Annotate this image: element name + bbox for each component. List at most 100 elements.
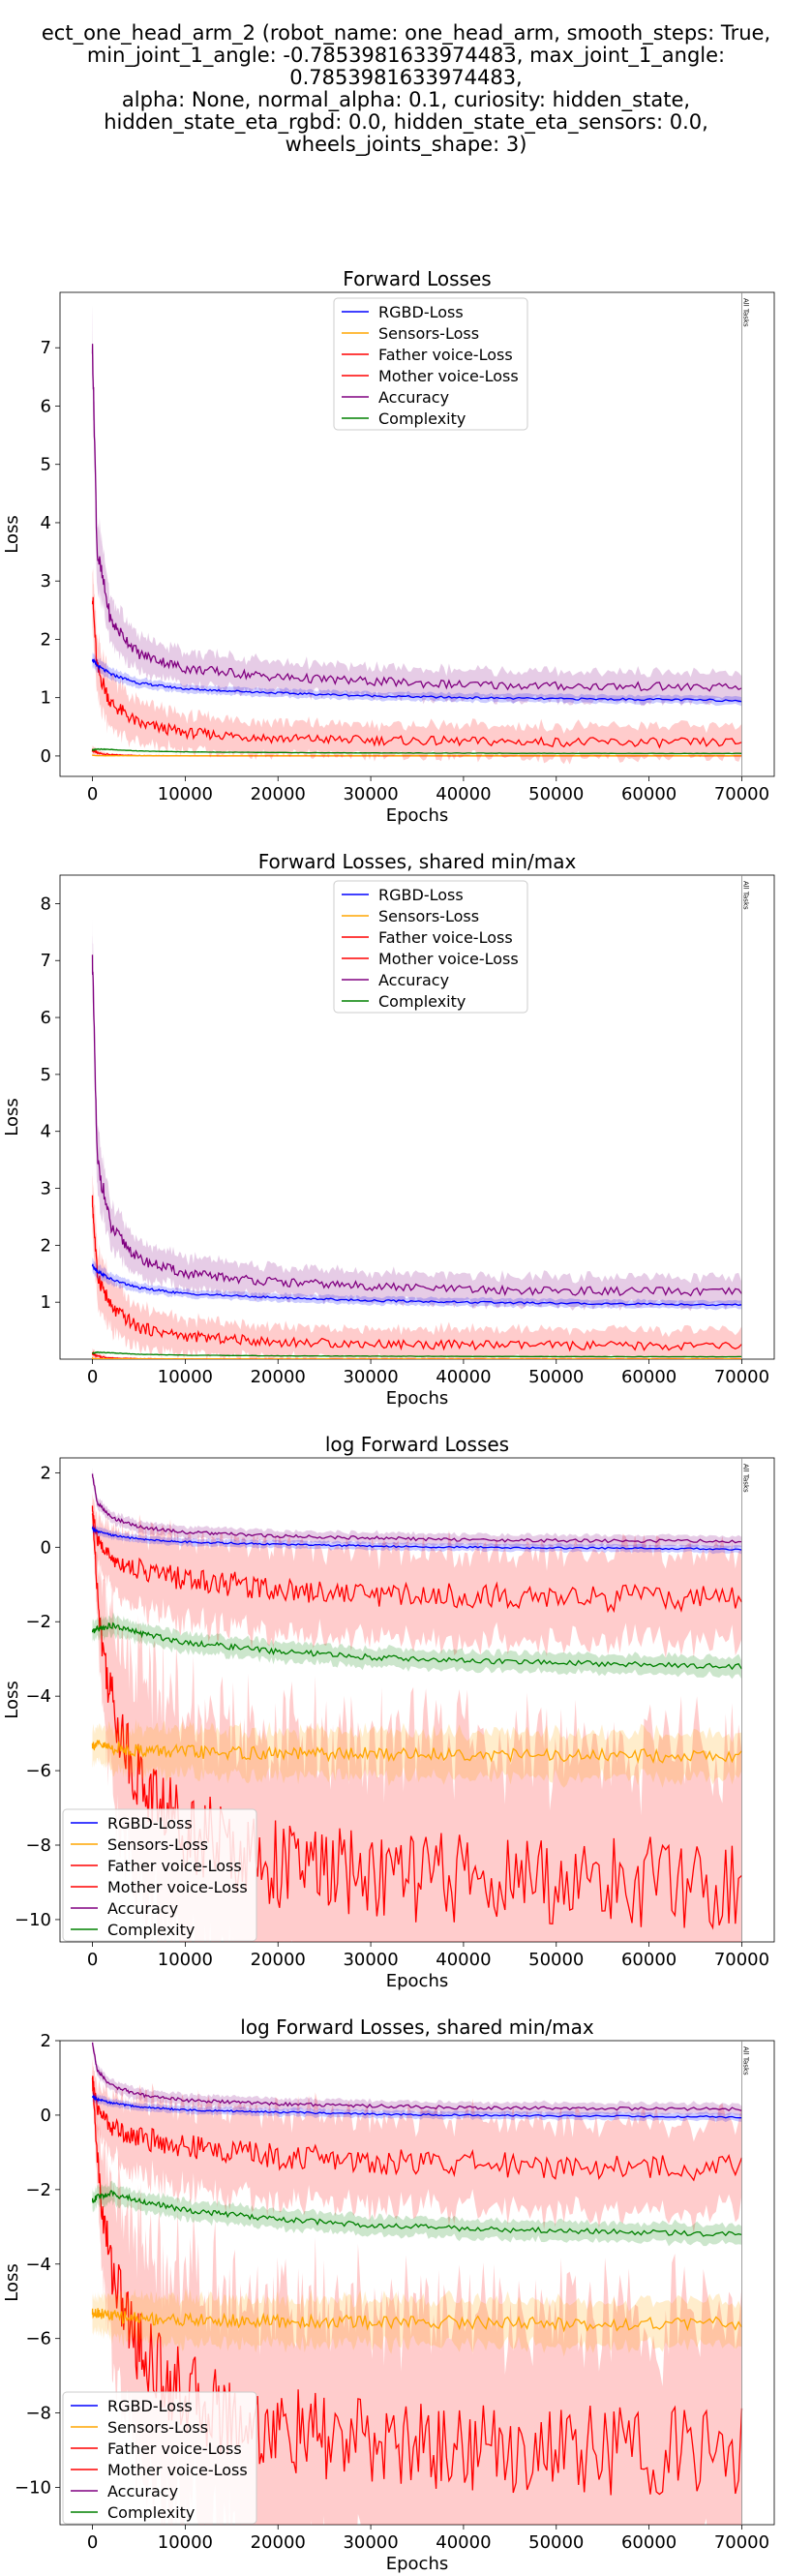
x-tick-label: 0	[87, 1950, 98, 1970]
legend-entry: Mother voice-Loss	[378, 950, 519, 968]
legend-entry: Father voice-Loss	[378, 346, 513, 364]
x-tick-label: 70000	[714, 1367, 769, 1387]
x-axis-label: Epochs	[386, 805, 449, 826]
series-line-mother-voice-loss	[91, 2076, 743, 2182]
legend-entry: Accuracy	[378, 388, 449, 407]
figure-title-line: ect_one_head_arm_2 (robot_name: one_head…	[41, 21, 771, 45]
y-tick-label: −8	[25, 1835, 51, 1856]
y-tick-label: 1	[41, 688, 51, 709]
x-tick-label: 30000	[343, 2532, 398, 2553]
series-line-sensors-loss	[91, 1740, 742, 1765]
legend-entry: Sensors-Loss	[378, 907, 479, 925]
y-axis-label: Loss	[2, 515, 22, 553]
y-axis-label: Loss	[2, 1681, 22, 1718]
series-line-complexity	[91, 747, 742, 755]
series-line-complexity	[92, 1351, 742, 1358]
chart-log-forward-losses: log Forward Losses All Tasks 0 10000 20000 30…	[2, 1433, 775, 1991]
figure-title-line: min_joint_1_angle: -0.7853981633974483, …	[86, 44, 726, 89]
x-tick-label: 60000	[621, 784, 677, 804]
x-axis-label: Epochs	[386, 2554, 449, 2574]
x-tick-label: 0	[87, 784, 98, 804]
y-tick-label: −4	[25, 2255, 51, 2275]
figure-title-line: wheels_joints_shape: 3)	[285, 133, 527, 156]
y-tick-label: −10	[15, 2478, 51, 2499]
legend-entry: Father voice-Loss	[107, 2440, 242, 2458]
x-tick-label: 60000	[621, 2532, 677, 2553]
series-band-mother-voice-loss	[92, 1488, 742, 1659]
y-tick-label: −6	[25, 1761, 51, 1781]
chart-title: log Forward Losses, shared min/max	[240, 2015, 594, 2039]
vline-label: All Tasks	[741, 298, 749, 327]
series-line-accuracy	[91, 344, 742, 692]
x-tick-label: 30000	[343, 784, 398, 804]
legend-entry: Accuracy	[107, 1899, 178, 1918]
series-band-accuracy	[92, 304, 742, 707]
y-tick-label: 5	[41, 455, 51, 475]
y-tick-label: 0	[41, 1537, 51, 1558]
x-tick-label: 50000	[528, 1950, 584, 1970]
series-line-complexity	[91, 2189, 742, 2237]
series-line-sensors-loss	[91, 1356, 742, 1359]
chart-title: log Forward Losses	[325, 1433, 509, 1456]
series-line-sensors-loss	[91, 754, 742, 757]
y-axis-label: Loss	[2, 1098, 22, 1136]
y-tick-label: 0	[41, 2106, 51, 2126]
legend: RGBD-Loss Sensors-Loss Father voice-Loss Mo…	[333, 880, 528, 1014]
series-line-rgbd-loss	[91, 1526, 742, 1551]
x-tick-label: 30000	[343, 1367, 398, 1387]
x-tick-label: 40000	[436, 1950, 491, 1970]
x-tick-label: 0	[87, 1367, 98, 1387]
legend-entry: Mother voice-Loss	[107, 1878, 248, 1896]
chart-log-forward-losses-shared: log Forward Losses, shared min/max All Ta…	[2, 2015, 775, 2574]
legend-entry: Accuracy	[107, 2482, 178, 2500]
x-tick-label: 20000	[251, 784, 306, 804]
x-tick-label: 10000	[158, 1367, 213, 1387]
x-tick-label: 20000	[251, 1950, 306, 1970]
x-tick-label: 40000	[436, 1367, 491, 1387]
vline-label: All Tasks	[741, 881, 749, 910]
legend: RGBD-Loss Sensors-Loss Father voice-Loss Mo…	[62, 1808, 257, 1942]
y-tick-label: −10	[15, 1910, 51, 1930]
series-line-mother-voice-loss	[91, 1195, 742, 1352]
legend-entry: Complexity	[378, 992, 466, 1011]
legend-box	[333, 880, 528, 1014]
series-line-mother-voice-loss	[91, 1505, 743, 1614]
plot-area	[91, 304, 742, 765]
y-tick-label: 3	[41, 571, 51, 591]
series-line-accuracy	[91, 1473, 742, 1544]
y-tick-label: −2	[25, 2180, 51, 2200]
x-tick-label: 0	[87, 2532, 98, 2553]
y-tick-label: 2	[41, 629, 51, 650]
chart-forward-losses-shared: Forward Losses, shared min/max All Tasks 0…	[2, 850, 775, 1409]
plot-frame	[59, 1457, 775, 1943]
legend-entry: RGBD-Loss	[378, 303, 464, 321]
chart-forward-losses: Forward Losses All Tasks 0 10000 20000 30000 4…	[2, 267, 775, 826]
x-tick-label: 20000	[251, 1367, 306, 1387]
x-tick-label: 50000	[528, 784, 584, 804]
y-tick-label: 2	[41, 1463, 51, 1483]
legend-entry: Accuracy	[378, 971, 449, 989]
legend-entry: Father voice-Loss	[378, 928, 513, 947]
legend-entry: Mother voice-Loss	[378, 367, 519, 385]
plot-frame	[59, 291, 775, 777]
legend: RGBD-Loss Sensors-Loss Father voice-Loss Mo…	[62, 2391, 257, 2525]
y-axis-label: Loss	[2, 2263, 22, 2301]
x-tick-label: 50000	[528, 1367, 584, 1387]
legend-entry: Sensors-Loss	[107, 2418, 208, 2437]
y-tick-label: 2	[41, 1235, 51, 1256]
x-tick-label: 70000	[714, 784, 769, 804]
y-tick-label: 7	[41, 338, 51, 358]
y-tick-label: −2	[25, 1612, 51, 1632]
y-tick-label: −8	[25, 2404, 51, 2424]
y-tick-label: 3	[41, 1179, 51, 1199]
figure-title: ect_one_head_arm_2 (robot_name: one_head…	[0, 0, 812, 156]
series-line-accuracy	[91, 2042, 742, 2112]
x-tick-label: 10000	[158, 2532, 213, 2553]
y-tick-label: 6	[41, 396, 51, 416]
x-tick-label: 30000	[343, 1950, 398, 1970]
legend-entry: Complexity	[107, 1921, 195, 1939]
plot-frame	[59, 2040, 775, 2526]
figure-title-line: alpha: None, normal_alpha: 0.1, curiosit…	[121, 88, 691, 111]
y-tick-label: 5	[41, 1065, 51, 1085]
legend-entry: Complexity	[378, 409, 466, 428]
